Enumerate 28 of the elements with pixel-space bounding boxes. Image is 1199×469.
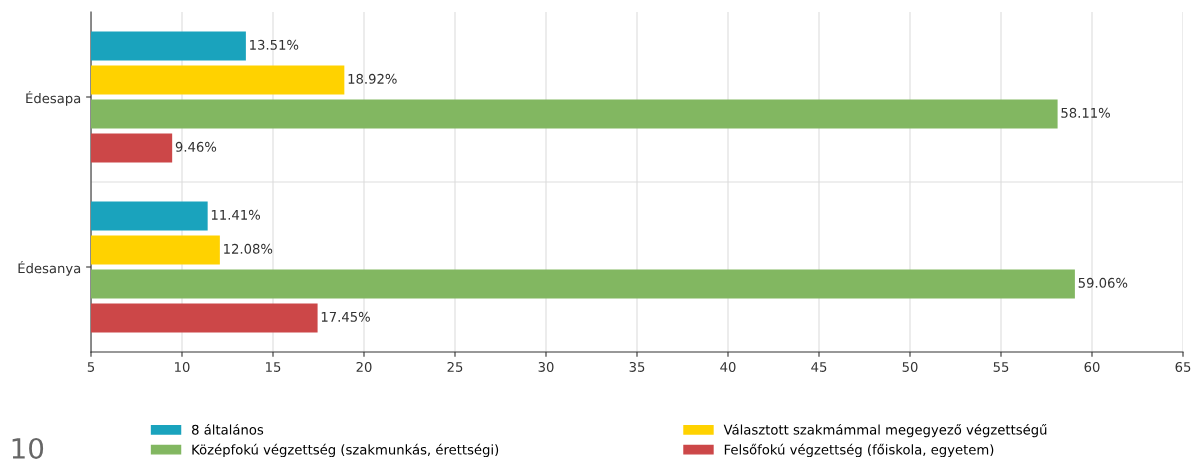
- legend-label: Középfokú végzettség (szakmunkás, érettségi): [192, 443, 499, 458]
- x-tick-label: 15: [266, 362, 281, 372]
- x-tick-label: 30: [538, 361, 554, 372]
- x-tick-label: 35: [629, 361, 645, 372]
- x-tick-label: 60: [1084, 361, 1100, 372]
- x-tick-label: 55: [993, 362, 1009, 372]
- data-label: 9.46%: [175, 141, 217, 152]
- data-label: 17.45%: [321, 311, 370, 322]
- legend-label: 8 általános: [192, 423, 264, 435]
- y-tick-label: Édesapa: [26, 90, 81, 106]
- data-label: 18.92%: [348, 73, 397, 84]
- data-label: 12.08%: [224, 243, 273, 254]
- x-tick-label: 5: [87, 362, 95, 372]
- x-tick-label: 40: [720, 361, 736, 372]
- x-tick-label: 45: [811, 362, 827, 372]
- x-tick-label: 20: [356, 361, 372, 372]
- x-tick-label: 50: [902, 361, 918, 372]
- y-tick-label: Édesanya: [18, 260, 81, 276]
- data-label: 13.51%: [250, 39, 299, 50]
- legend-label: Felsőfokú végzettség (főiskola, egyetem): [724, 443, 994, 458]
- legend-label: Választott szakmámmal megegyező végzettségű: [723, 423, 1047, 438]
- data-label: 11.41%: [211, 209, 261, 220]
- x-tick-label: 10: [175, 361, 190, 372]
- x-tick-label: 25: [447, 361, 463, 372]
- x-tick-label: 65: [1175, 361, 1191, 372]
- data-label: 59.06%: [1078, 277, 1128, 288]
- text: 10: [12, 437, 44, 459]
- data-label: 58.11%: [1061, 107, 1110, 118]
